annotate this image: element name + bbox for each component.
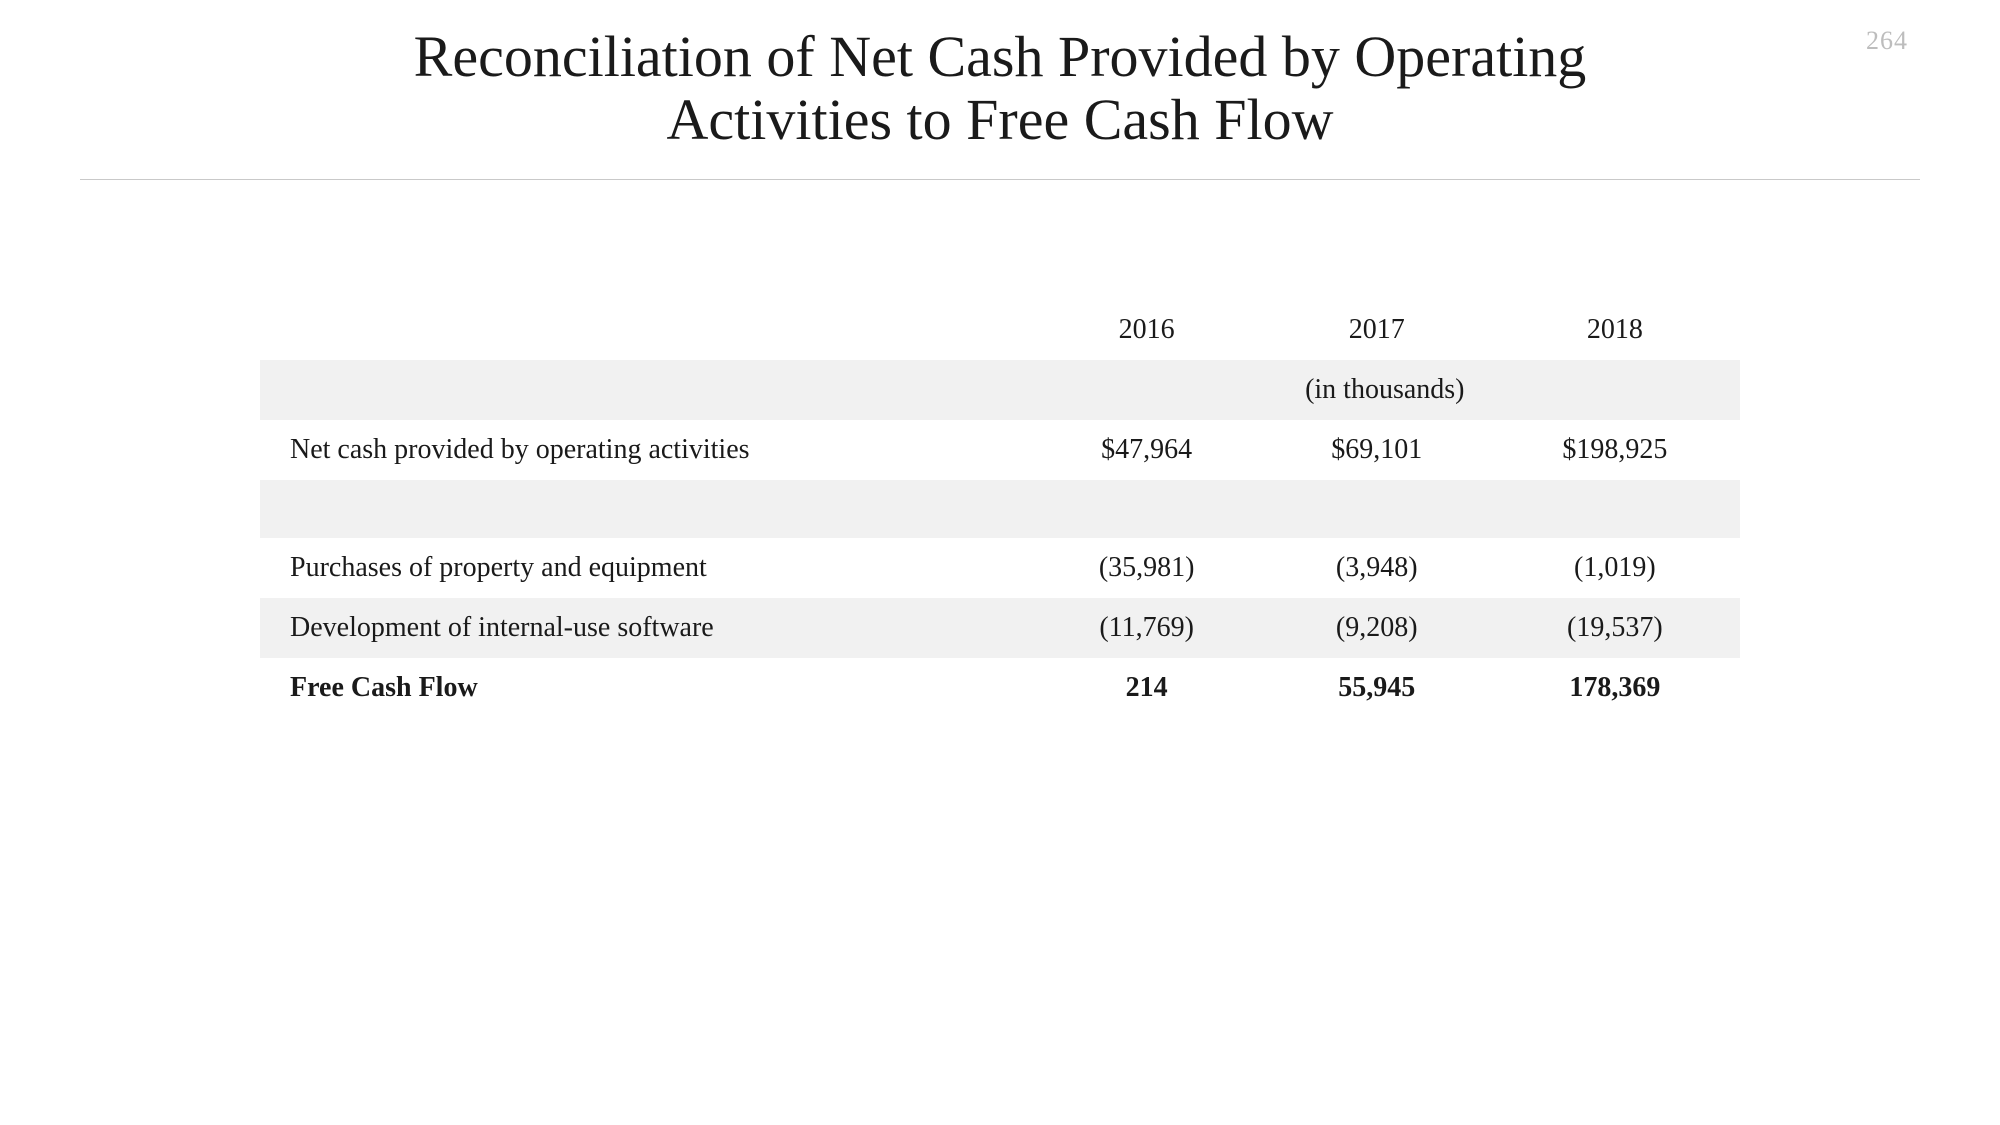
row-value: 55,945: [1264, 658, 1490, 718]
title-line-2: Activities to Free Cash Flow: [667, 87, 1334, 152]
table-header-row: 2016 2017 2018: [260, 300, 1740, 360]
row-value: [1264, 480, 1490, 538]
table-units-row: (in thousands): [260, 360, 1740, 420]
row-value: $198,925: [1490, 420, 1740, 480]
row-value: [1490, 480, 1740, 538]
row-value: (3,948): [1264, 538, 1490, 598]
row-label: Net cash provided by operating activitie…: [260, 420, 1030, 480]
row-value: $69,101: [1264, 420, 1490, 480]
reconciliation-table-wrap: 2016 2017 2018 (in thousands) Net cash p…: [260, 300, 1740, 718]
page-number: 264: [1866, 26, 1908, 56]
row-value: (11,769): [1030, 598, 1264, 658]
row-label: Purchases of property and equipment: [260, 538, 1030, 598]
row-value: (35,981): [1030, 538, 1264, 598]
page-title: Reconciliation of Net Cash Provided by O…: [80, 26, 1920, 151]
table-row: Free Cash Flow21455,945178,369: [260, 658, 1740, 718]
table-row: [260, 480, 1740, 538]
header-year-1: 2017: [1264, 300, 1490, 360]
row-value: 178,369: [1490, 658, 1740, 718]
table-row: Development of internal-use software(11,…: [260, 598, 1740, 658]
row-label: [260, 480, 1030, 538]
row-label: Free Cash Flow: [260, 658, 1030, 718]
row-value: [1030, 480, 1264, 538]
header-blank: [260, 300, 1030, 360]
row-value: (19,537): [1490, 598, 1740, 658]
row-value: (1,019): [1490, 538, 1740, 598]
table-body: Net cash provided by operating activitie…: [260, 420, 1740, 718]
table-row: Purchases of property and equipment(35,9…: [260, 538, 1740, 598]
row-value: 214: [1030, 658, 1264, 718]
row-value: (9,208): [1264, 598, 1490, 658]
slide-page: 264 Reconciliation of Net Cash Provided …: [0, 0, 2000, 1125]
row-label: Development of internal-use software: [260, 598, 1030, 658]
title-rule: [80, 179, 1920, 180]
header-year-2: 2018: [1490, 300, 1740, 360]
units-blank: [260, 360, 1030, 420]
reconciliation-table: 2016 2017 2018 (in thousands) Net cash p…: [260, 300, 1740, 718]
header-year-0: 2016: [1030, 300, 1264, 360]
table-row: Net cash provided by operating activitie…: [260, 420, 1740, 480]
row-value: $47,964: [1030, 420, 1264, 480]
units-label: (in thousands): [1030, 360, 1740, 420]
title-line-1: Reconciliation of Net Cash Provided by O…: [414, 24, 1587, 89]
